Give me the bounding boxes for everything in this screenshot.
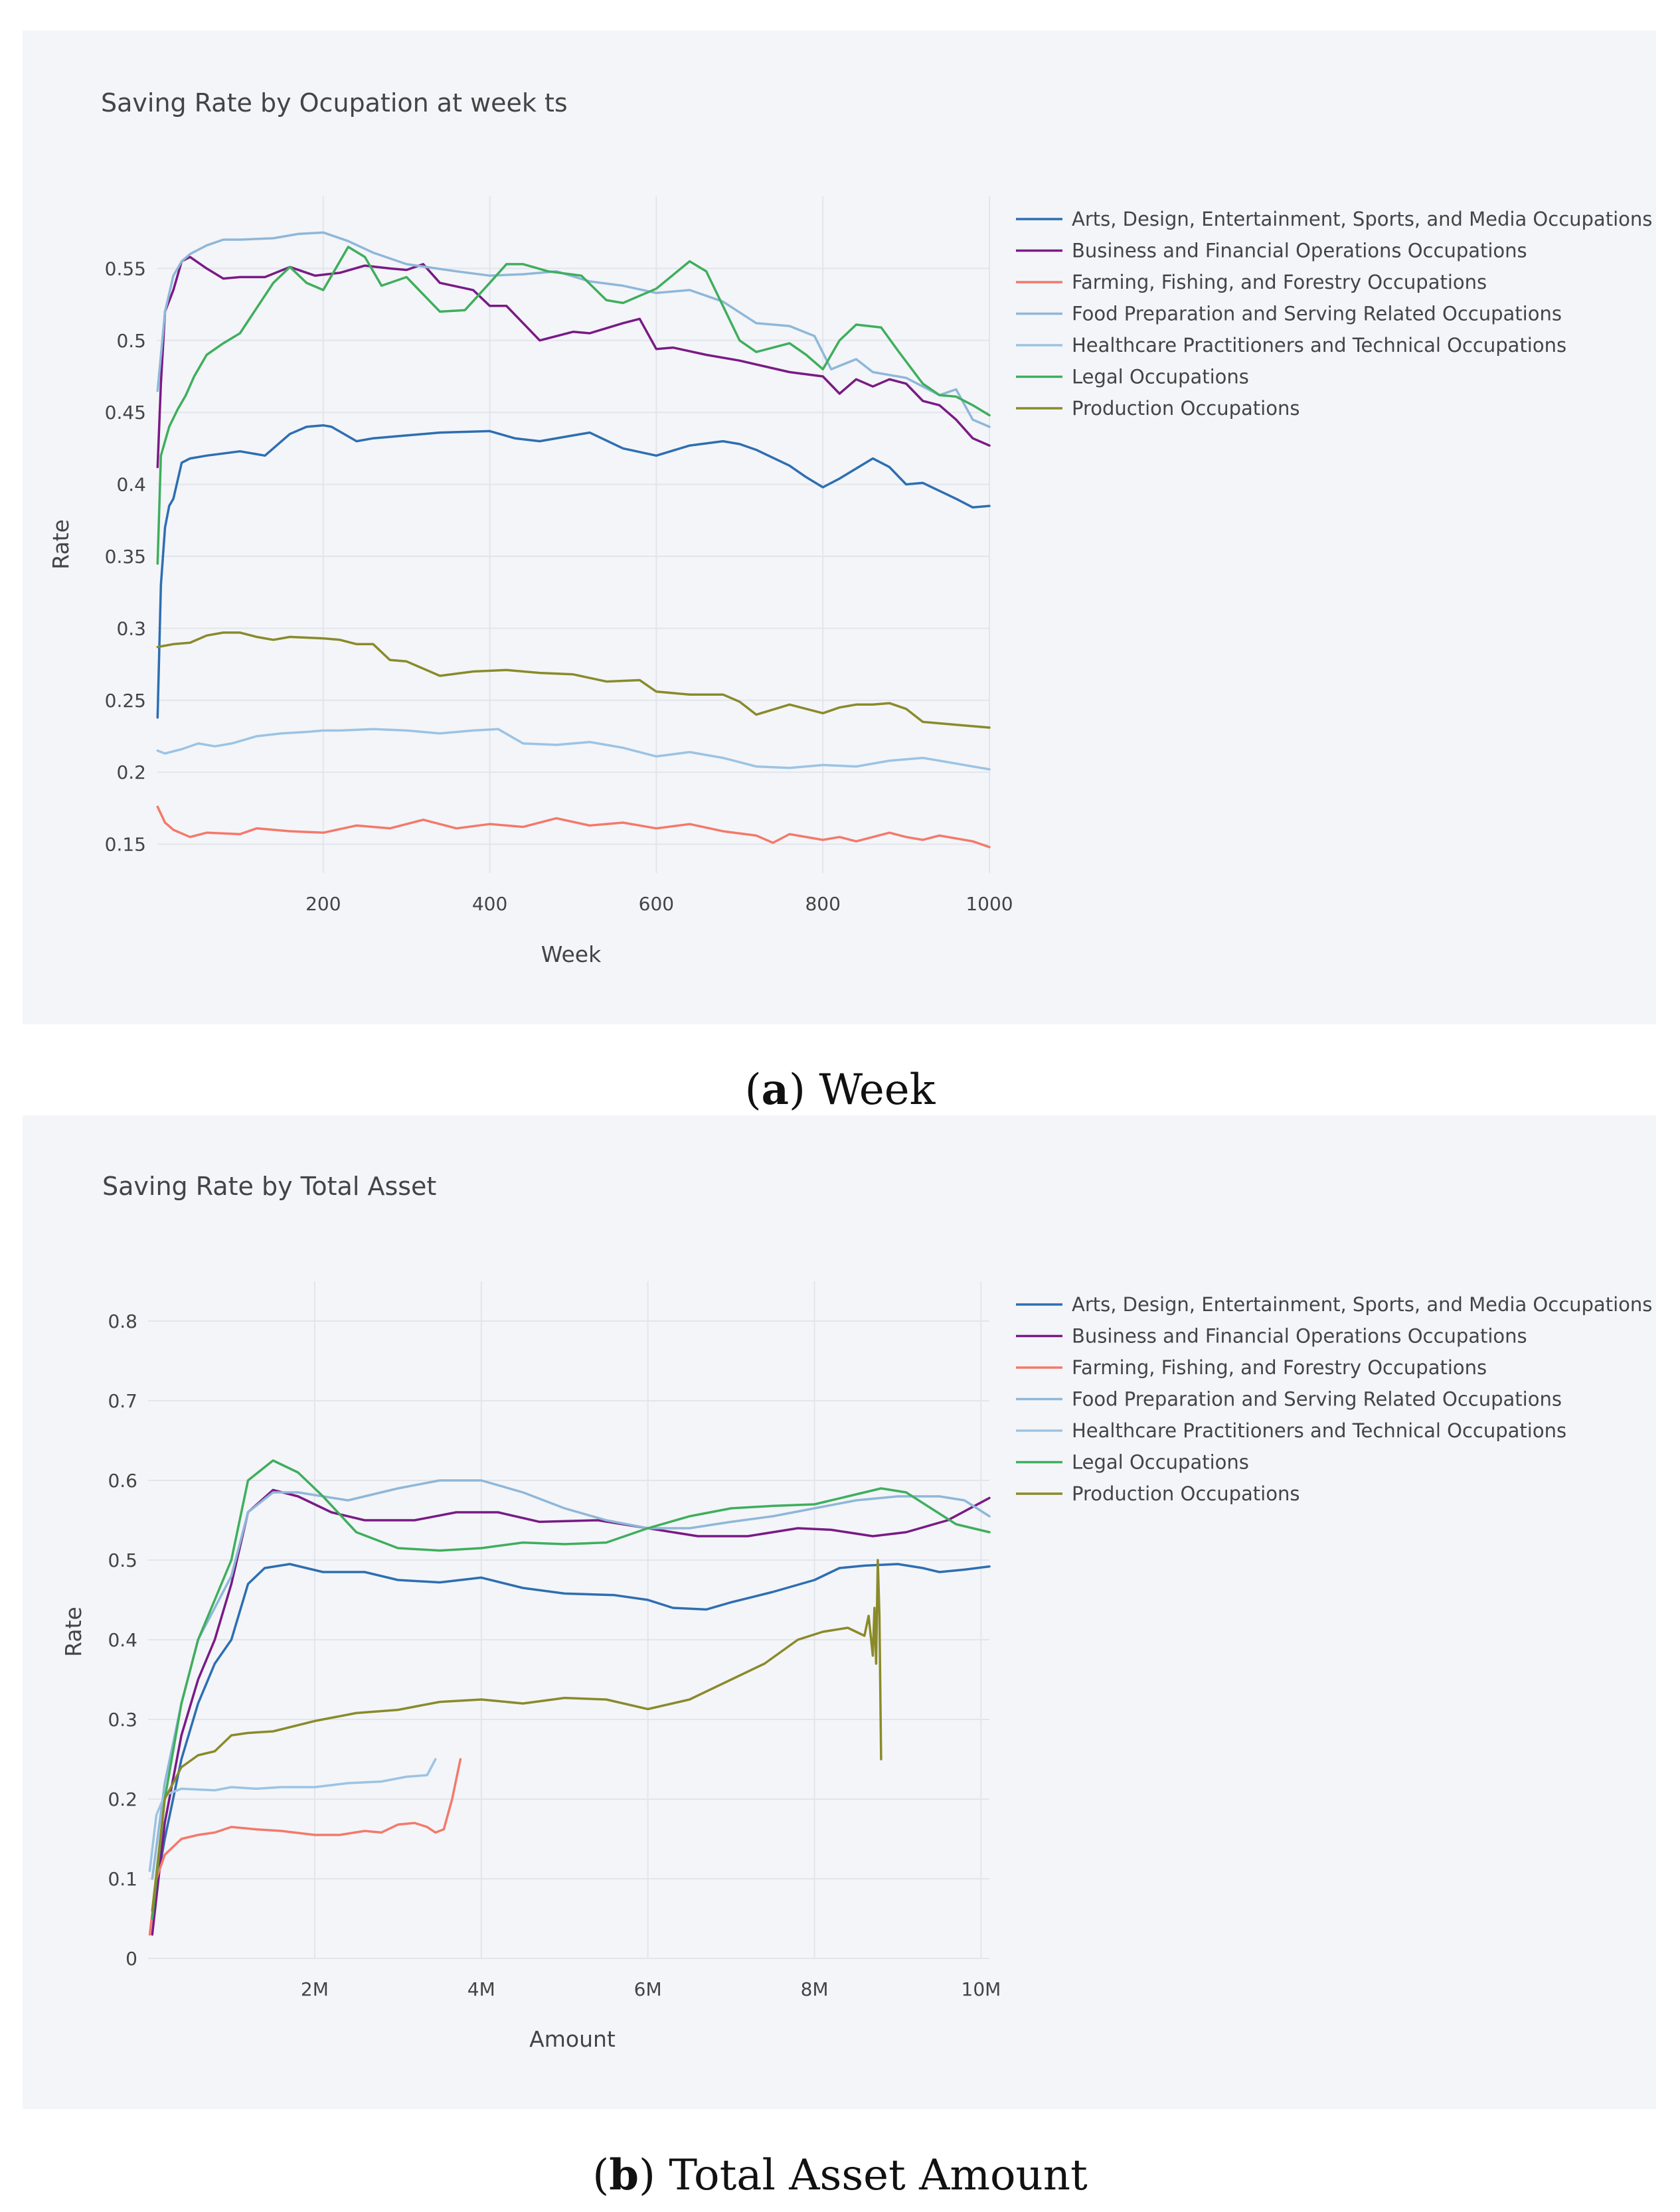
series-line-legal-occupations — [156, 246, 991, 565]
series-line-healthcare-practitioners-and-technical-occupations — [148, 1758, 437, 1872]
series-line-production-occupations — [156, 631, 991, 729]
chart-background — [23, 31, 1656, 1024]
legend-item-label: Farming, Fishing, and Forestry Occupatio… — [1072, 271, 1487, 293]
y-tick-label: 0.5 — [116, 330, 146, 352]
caption-a-label: a — [762, 1065, 789, 1115]
y-tick-label: 0.5 — [108, 1549, 137, 1571]
legend-item-label: Food Preparation and Serving Related Occ… — [1072, 303, 1562, 325]
legend-item-label: Legal Occupations — [1072, 366, 1249, 388]
y-tick-label: 0.1 — [108, 1868, 137, 1890]
caption-b: (b) Total Asset Amount — [592, 2150, 1088, 2200]
series-line-business-and-financial-operations-occupations — [156, 256, 991, 469]
y-tick-label: 0.45 — [105, 402, 146, 424]
axis-ticks: 0.15 0.2 0.25 0.3 0.35 0.4 0.45 0.5 0.55 200 400 60… — [105, 258, 1013, 915]
axis-ticks: 0 0.1 0.2 0.3 0.4 0.5 0.6 0.7 0.8 2M 4M 6M 8M 10M — [108, 1310, 1001, 2000]
x-tick-label: 800 — [805, 893, 840, 915]
legend-item-label: Healthcare Practitioners and Technical O… — [1072, 1419, 1566, 1442]
legend: Arts, Design, Entertainment, Sports, and… — [1016, 208, 1652, 420]
series-line-legal-occupations — [151, 1459, 991, 1920]
series-line-business-and-financial-operations-occupations — [151, 1488, 991, 1936]
caption-a: (a) Week — [745, 1065, 936, 1115]
series-line-arts-design-entertainment-sports-and-media-occupations — [156, 424, 991, 719]
legend-item-label: Business and Financial Operations Occupa… — [1072, 1325, 1527, 1348]
y-tick-label: 0.55 — [105, 258, 146, 279]
series-line-food-preparation-and-serving-related-occupations — [156, 231, 991, 428]
chart-title: Saving Rate by Ocupation at week ts — [101, 88, 568, 118]
y-axis-label: Rate — [48, 519, 74, 570]
legend-item-label: Healthcare Practitioners and Technical O… — [1072, 334, 1566, 356]
series-line-production-occupations — [151, 1559, 882, 1912]
y-tick-label: 0.3 — [116, 617, 146, 639]
series-line-food-preparation-and-serving-related-occupations — [151, 1479, 991, 1880]
series-line-healthcare-practitioners-and-technical-occupations — [156, 728, 991, 771]
series-line-arts-design-entertainment-sports-and-media-occupations — [151, 1563, 991, 1912]
x-tick-label: 400 — [472, 893, 507, 915]
y-tick-label: 0.3 — [108, 1709, 137, 1731]
x-tick-label: 8M — [801, 1978, 829, 2000]
legend-item-label: Legal Occupations — [1072, 1451, 1249, 1474]
legend: Arts, Design, Entertainment, Sports, and… — [1016, 1293, 1652, 1505]
y-tick-label: 0.2 — [116, 761, 146, 783]
x-tick-label: 6M — [634, 1978, 662, 2000]
series-line-farming-fishing-and-forestry-occupations — [148, 1758, 462, 1936]
y-tick-label: 0.35 — [105, 546, 146, 568]
x-tick-label: 600 — [639, 893, 674, 915]
x-axis-label: Amount — [529, 2026, 616, 2052]
y-tick-label: 0.6 — [108, 1470, 137, 1492]
chart-panel-total-asset: Saving Rate by Total Asset 0 0.1 0.2 0.3 0.4… — [23, 1115, 1656, 2109]
legend-item-label: Production Occupations — [1072, 1482, 1300, 1505]
legend-item-label: Arts, Design, Entertainment, Sports, and… — [1072, 1293, 1652, 1316]
x-tick-label: 4M — [467, 1978, 495, 2000]
grid — [157, 197, 990, 873]
y-tick-label: 0.2 — [108, 1788, 137, 1810]
x-tick-label: 2M — [301, 1978, 329, 2000]
x-tick-label: 1000 — [966, 893, 1013, 915]
y-axis-label: Rate — [60, 1607, 86, 1657]
y-tick-label: 0.8 — [108, 1310, 137, 1332]
series-lines — [156, 231, 991, 848]
chart-title: Saving Rate by Total Asset — [102, 1172, 436, 1201]
x-tick-label: 10M — [962, 1978, 1001, 2000]
y-tick-label: 0.4 — [108, 1629, 137, 1651]
x-axis-label: Week — [541, 941, 602, 967]
legend-item-label: Farming, Fishing, and Forestry Occupatio… — [1072, 1356, 1487, 1379]
legend-item-label: Food Preparation and Serving Related Occ… — [1072, 1388, 1562, 1411]
grid — [148, 1281, 989, 1959]
y-tick-label: 0 — [126, 1948, 137, 1970]
chart-background — [23, 1115, 1656, 2109]
chart-panel-week: Saving Rate by Ocupation at week ts 0.15… — [23, 31, 1656, 1024]
y-tick-label: 0.4 — [116, 474, 146, 496]
y-tick-label: 0.15 — [105, 834, 146, 856]
legend-item-label: Business and Financial Operations Occupa… — [1072, 240, 1527, 262]
y-tick-label: 0.25 — [105, 690, 146, 712]
legend-item-label: Arts, Design, Entertainment, Sports, and… — [1072, 208, 1652, 230]
legend-item-label: Production Occupations — [1072, 397, 1300, 420]
y-tick-label: 0.7 — [108, 1390, 137, 1412]
caption-b-label: b — [609, 2150, 639, 2200]
x-tick-label: 200 — [305, 893, 341, 915]
series-line-farming-fishing-and-forestry-occupations — [156, 805, 991, 848]
series-lines — [148, 1459, 991, 1936]
